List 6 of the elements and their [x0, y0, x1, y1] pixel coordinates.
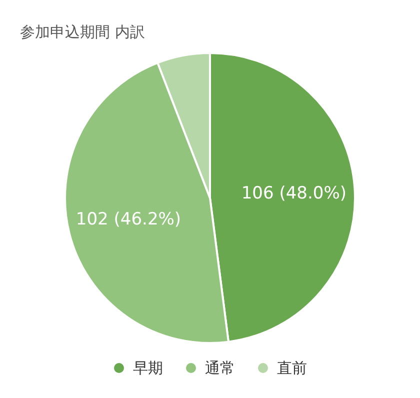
data-label: 102 (46.2%) [76, 210, 182, 230]
legend-label: 早期 [133, 359, 163, 377]
chart-title: 参加申込期間 内訳 [20, 23, 145, 41]
data-label: 106 (48.0%) [241, 184, 346, 204]
legend-label: 直前 [277, 359, 307, 377]
legend-label: 通常 [205, 359, 235, 377]
